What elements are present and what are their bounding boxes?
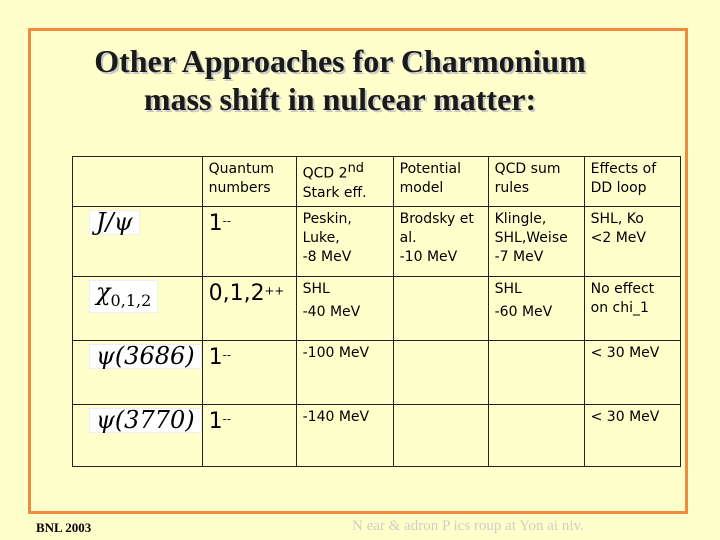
potential-cell-empty <box>392 276 489 341</box>
header-potential-model: Potential model <box>392 156 489 207</box>
slide-title: Other Approaches for Charmonium mass shi… <box>40 42 640 118</box>
table-header-row: Quantum numbers QCD 2nd Stark eff. Poten… <box>72 156 681 207</box>
potential-cell: Brodsky et al. -10 MeV <box>392 206 489 277</box>
slide-frame <box>28 28 688 514</box>
qcd2-cell: -100 MeV <box>295 340 394 405</box>
header-qcd-2nd-stark: QCD 2nd Stark eff. <box>295 156 394 207</box>
qcd2-cell: Peskin, Luke, -8 MeV <box>295 206 394 277</box>
table-row: J/ψ 1-- Peskin, Luke, -8 MeV Brodsky et … <box>72 206 681 277</box>
quantum-number-cell: 1-- <box>201 404 297 467</box>
title-line-1: Other Approaches for Charmonium <box>94 43 586 79</box>
table-row: χ0,1,2 0,1,2++ SHL -40 MeV SHL -60 MeV N… <box>72 276 681 341</box>
quantum-number-cell: 0,1,2++ <box>201 276 297 341</box>
table-row: ψ(3770) 1-- -140 MeV < 30 MeV <box>72 404 681 467</box>
header-quantum-numbers: Quantum numbers <box>201 156 297 207</box>
footer-conference-label: BNL 2003 <box>36 520 92 535</box>
comparison-table: Quantum numbers QCD 2nd Stark eff. Poten… <box>72 156 681 467</box>
sum-rules-cell-empty <box>487 340 585 405</box>
sum-rules-cell-empty <box>487 404 585 467</box>
symbol-psi-3770: ψ(3770) <box>72 404 203 467</box>
symbol-chi: χ0,1,2 <box>72 276 203 341</box>
header-empty-cell <box>72 156 203 207</box>
quantum-number-cell: 1-- <box>201 206 297 277</box>
footer-group-label: N ear & adron P ics roup at Yon ai niv. <box>352 518 584 534</box>
potential-cell-empty <box>392 404 489 467</box>
dd-loop-cell: No effect on chi_1 <box>583 276 681 341</box>
dd-loop-cell: < 30 MeV <box>583 340 681 405</box>
sum-rules-cell: Klingle, SHL,Weise -7 MeV <box>487 206 585 277</box>
potential-cell-empty <box>392 340 489 405</box>
quantum-number-cell: 1-- <box>201 340 297 405</box>
qcd2-cell: SHL -40 MeV <box>295 276 394 341</box>
table-row: ψ(3686) 1-- -100 MeV < 30 MeV <box>72 340 681 405</box>
symbol-jpsi: J/ψ <box>72 206 203 277</box>
header-qcd-sum-rules: QCD sum rules <box>487 156 585 207</box>
sum-rules-cell: SHL -60 MeV <box>487 276 585 341</box>
dd-loop-cell: SHL, Ko <2 MeV <box>583 206 681 277</box>
header-dd-loop: Effects of DD loop <box>583 156 681 207</box>
dd-loop-cell: < 30 MeV <box>583 404 681 467</box>
title-line-2: mass shift in nulcear matter: <box>143 81 537 117</box>
symbol-psi-3686: ψ(3686) <box>72 340 203 405</box>
qcd2-cell: -140 MeV <box>295 404 394 467</box>
